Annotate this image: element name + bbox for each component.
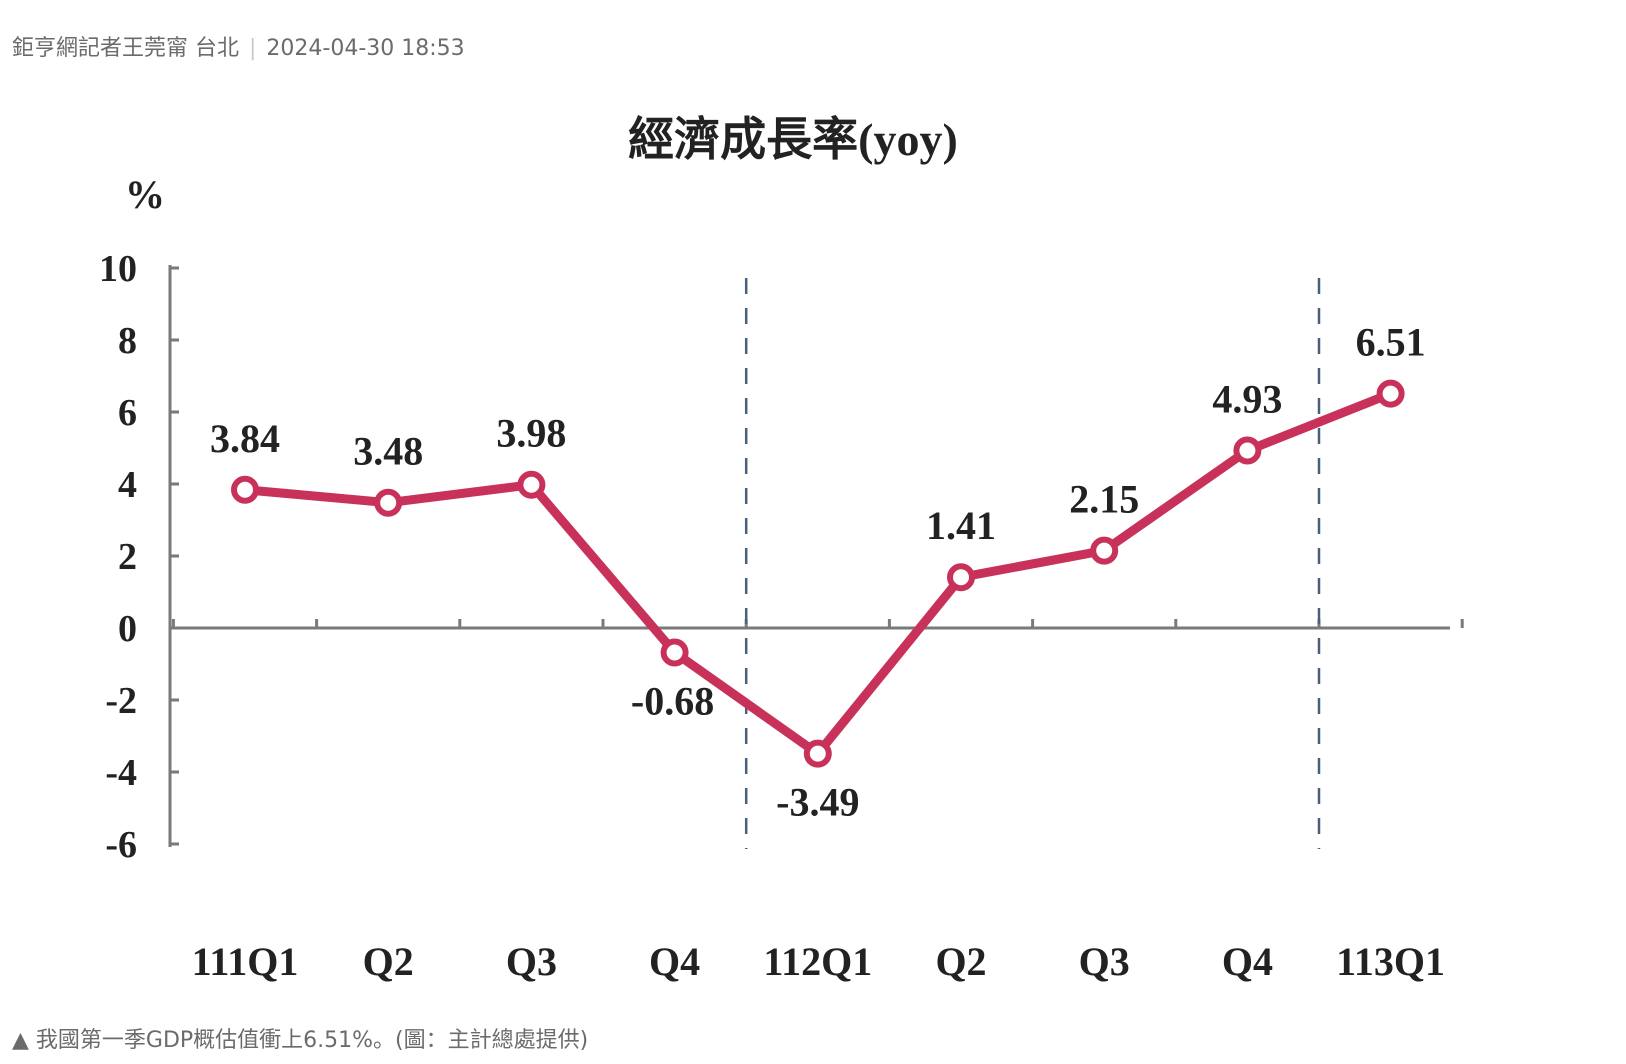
data-label: 4.93 bbox=[1212, 377, 1282, 422]
data-point bbox=[803, 739, 832, 768]
data-label: 3.48 bbox=[353, 429, 423, 474]
y-axis-unit-label: % bbox=[125, 172, 165, 217]
data-point bbox=[1090, 536, 1119, 565]
y-tick-label: 0 bbox=[118, 608, 137, 650]
data-point bbox=[1376, 379, 1405, 408]
x-tick-label: Q2 bbox=[935, 939, 986, 984]
x-tick-label: 112Q1 bbox=[763, 939, 872, 984]
data-point bbox=[1233, 436, 1262, 465]
y-tick-label: 8 bbox=[118, 320, 137, 362]
data-point bbox=[374, 488, 403, 517]
x-tick-label: Q3 bbox=[506, 939, 557, 984]
y-tick-label: -2 bbox=[105, 680, 137, 722]
x-tick-label: Q4 bbox=[1222, 939, 1273, 984]
article-byline: 鉅亨網記者王莞甯 台北 | 2024-04-30 18:53 bbox=[12, 30, 465, 62]
data-point bbox=[947, 563, 975, 592]
data-label: 3.84 bbox=[210, 416, 280, 461]
data-point bbox=[231, 475, 259, 504]
y-tick-label: 10 bbox=[99, 248, 137, 290]
figure-caption: ▲ 我國第一季GDP概估值衝上6.51%。(圖：主計總處提供) bbox=[12, 1028, 589, 1053]
data-label: 2.15 bbox=[1069, 477, 1139, 522]
data-point bbox=[517, 470, 546, 499]
x-tick-label: Q3 bbox=[1079, 939, 1130, 984]
x-tick-label: Q4 bbox=[649, 939, 700, 984]
gdp-growth-chart: 經濟成長率(yoy) % 10 8 6 4 2 0 -2 -4 -6 111Q1 Q2 Q3 Q4 11… bbox=[0, 90, 1626, 1010]
chart-series bbox=[231, 379, 1405, 768]
data-label: 3.98 bbox=[496, 411, 566, 456]
year-dividers bbox=[744, 278, 1321, 849]
chart-axes: 10 8 6 4 2 0 -2 -4 -6 bbox=[99, 248, 1464, 866]
x-tick-label: 113Q1 bbox=[1336, 939, 1445, 984]
x-tick-label: Q2 bbox=[363, 939, 414, 984]
data-label: -3.49 bbox=[776, 780, 859, 825]
y-tick-label: 6 bbox=[118, 392, 137, 434]
byline-author: 鉅亨網記者王莞甯 台北 bbox=[12, 36, 239, 61]
y-tick-label: -4 bbox=[105, 752, 137, 794]
byline-separator: | bbox=[249, 36, 257, 61]
x-tick-label: 111Q1 bbox=[192, 939, 299, 984]
data-label: 1.41 bbox=[926, 503, 996, 548]
y-tick-label: 2 bbox=[118, 536, 137, 578]
y-tick-label: 4 bbox=[118, 464, 137, 506]
data-label: 6.51 bbox=[1356, 320, 1426, 365]
y-tick-label: -6 bbox=[105, 824, 137, 866]
chart-title: 經濟成長率(yoy) bbox=[628, 114, 958, 165]
byline-timestamp: 2024-04-30 18:53 bbox=[266, 36, 465, 61]
data-label: -0.68 bbox=[631, 678, 714, 723]
data-point bbox=[660, 638, 689, 667]
chart-labels: 111Q1 Q2 Q3 Q4 112Q1 Q2 Q3 Q4 113Q1 3.84 3.48 3.98 -… bbox=[192, 320, 1445, 984]
